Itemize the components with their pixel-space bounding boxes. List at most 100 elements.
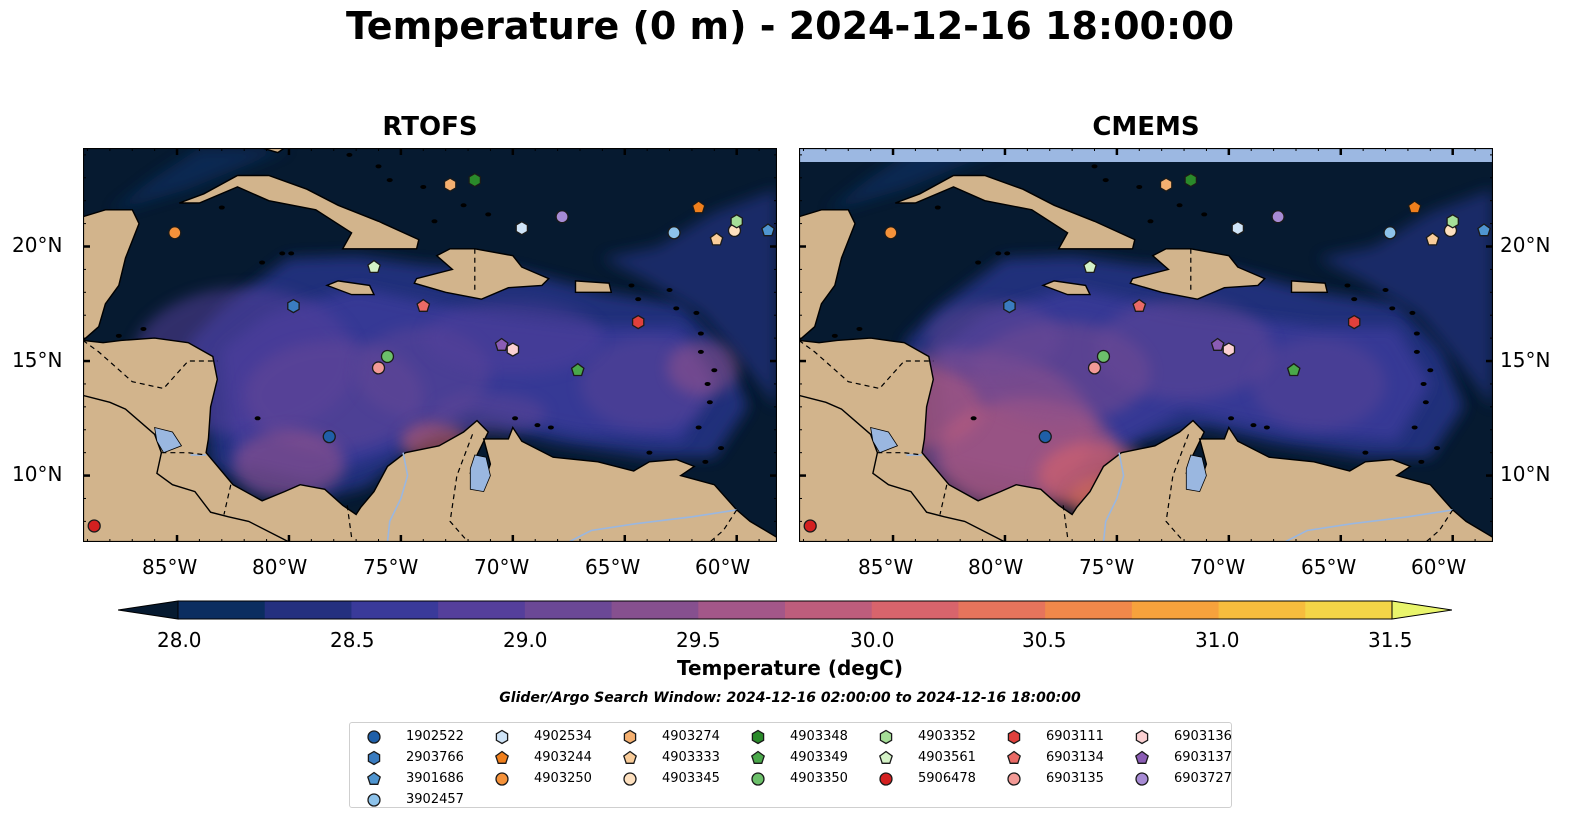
legend-label: 6903111 [1046,729,1104,744]
float-marker-1902522 [322,429,336,444]
map-frame [82,147,778,543]
island [279,251,286,256]
float-marker-4903333 [1425,232,1440,246]
island [1351,297,1358,302]
legend-marker [495,772,509,786]
land-cuba [895,174,1136,250]
lon-tick-label: 75°W [1079,555,1135,579]
colorbar-bin [1045,601,1133,619]
float-marker-4903350 [380,349,395,364]
float-marker-3902457 [667,226,681,240]
legend-marker [1007,729,1021,745]
lon-tick-label: 60°W [695,555,751,579]
sst-swirl [434,393,547,435]
lake-maracaibo [1185,454,1207,493]
island [512,416,519,421]
colorbar-bin [785,601,873,619]
colorbar-frame [177,600,1393,620]
legend-label: 4903352 [918,729,976,744]
country-border [1165,434,1190,543]
country-border [82,339,218,390]
colorbar-bin [698,601,786,619]
island [254,416,261,421]
island [375,164,382,169]
country-border [346,505,353,538]
island [534,423,541,428]
colorbar-extend-low [117,600,179,620]
lon-tick-label: 80°W [252,555,308,579]
island [695,425,702,430]
country-border [1425,509,1454,543]
colorbar-tick-label: 28.0 [157,628,202,652]
island [460,203,467,208]
hexagon-marker-icon [879,729,893,745]
legend-label: 6903135 [1046,771,1104,786]
legend-label: 4903348 [790,729,848,744]
lon-tick-label: 70°W [1190,555,1246,579]
float-marker-4903348 [1184,172,1198,188]
country-border [709,509,738,543]
float-marker-6903136 [506,342,520,357]
island [718,446,725,451]
colorbar-bin [438,601,526,619]
gulf-sst-field [825,148,1005,213]
lat-tick-label: 10°N [1500,462,1551,486]
legend-label: 6903727 [1174,771,1232,786]
circle-marker-icon [879,772,893,786]
legend-label: 6903137 [1174,750,1232,765]
circle-marker-icon [1135,772,1149,786]
hexagon-marker-icon [1135,729,1149,745]
land-jamaica [1041,280,1092,296]
island [259,260,266,265]
country-border [877,452,923,456]
map-frame [798,147,1494,543]
island [288,251,295,256]
island [431,219,438,224]
legend-label: 6903136 [1174,729,1232,744]
legend-label: 4903561 [918,750,976,765]
land-cuba [179,174,420,250]
float-marker-6903134 [416,298,431,312]
legend-marker [1135,772,1149,786]
colorbar-tick-label: 30.5 [1022,628,1067,652]
island [1147,219,1154,224]
map-panel-cmems [798,147,1494,543]
legend-label: 5906478 [918,771,976,786]
float-marker-6903111 [1347,314,1361,330]
island [1413,349,1420,354]
island [635,297,642,302]
island [673,306,680,311]
float-marker-2903766 [287,298,300,314]
legend-marker [751,750,765,764]
legend-marker [623,772,637,786]
legend-marker [751,729,765,745]
colorbar-tick-label: 30.0 [850,628,895,652]
lake-maracaibo [469,454,491,493]
island [218,205,225,210]
island [1201,212,1208,217]
sst-swirl [232,429,345,499]
pentagon-marker-icon [879,750,893,764]
land-puertoRico [1290,280,1329,294]
island [934,205,941,210]
island [1434,446,1441,451]
float-marker-4902534 [1231,220,1245,236]
island [704,381,711,386]
island [1102,178,1109,183]
float-marker-4903348 [468,172,482,188]
colorbar [117,598,1453,622]
float-marker-6903135 [371,361,386,375]
country-border [1062,505,1069,538]
legend-label: 4902534 [534,729,592,744]
circle-marker-icon [495,772,509,786]
float-marker-4903244 [691,200,706,214]
island [628,283,635,288]
island [856,326,863,331]
lon-tick-label: 65°W [1301,555,1357,579]
legend-marker [1135,729,1149,745]
float-marker-6903137 [1210,337,1225,351]
land-yucatan [798,148,856,342]
island [970,416,977,421]
colorbar-bin [264,601,352,619]
island [697,349,704,354]
